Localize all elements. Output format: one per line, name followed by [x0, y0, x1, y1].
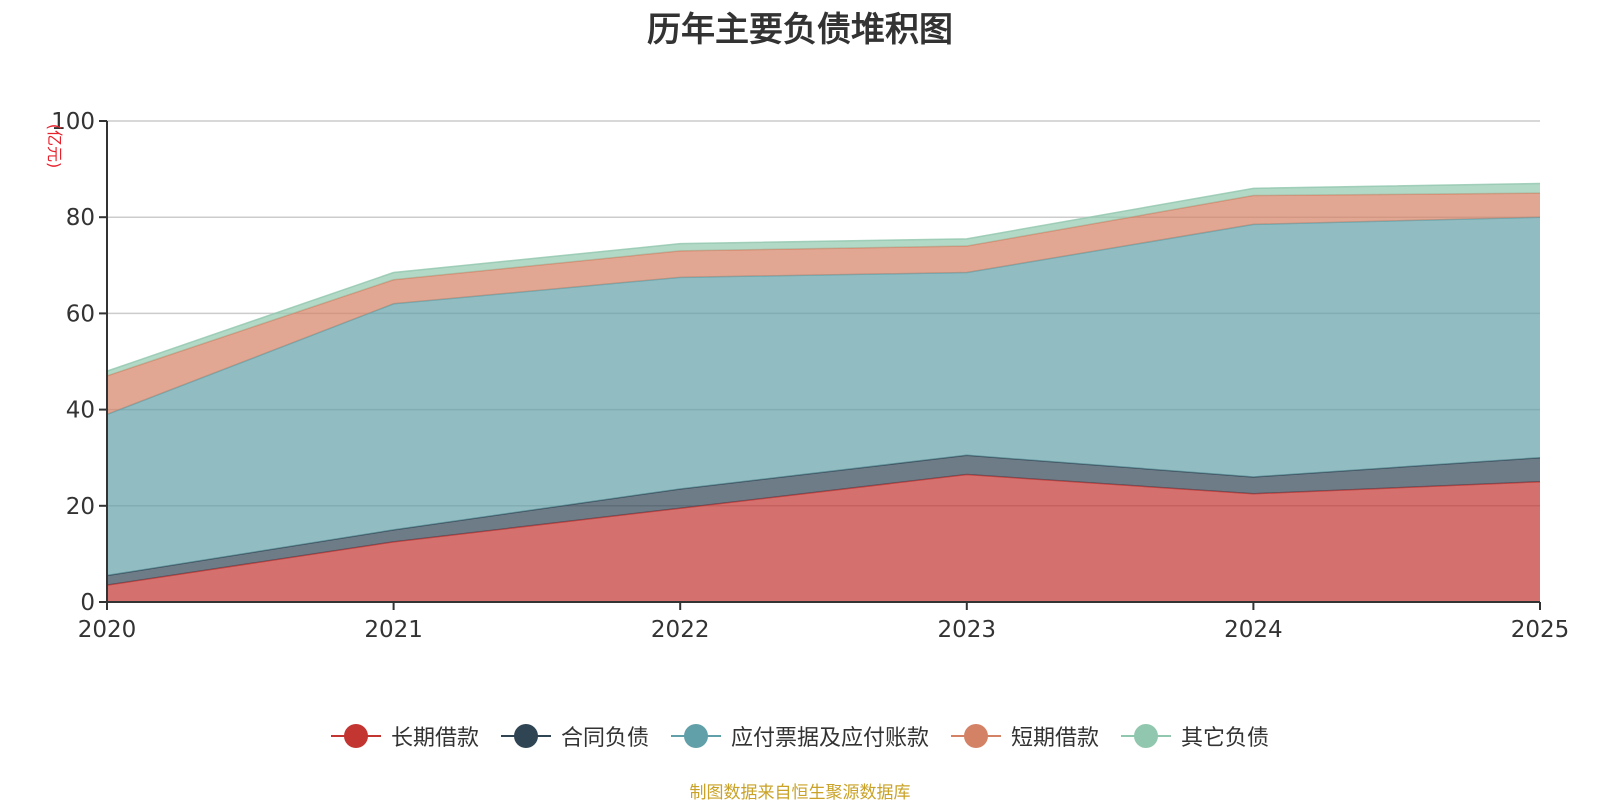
- area-series-3: [107, 193, 1540, 415]
- legend: 长期借款 合同负债 应付票据及应付账款 短期借款 其它负债: [0, 720, 1600, 752]
- legend-label: 其它负债: [1181, 726, 1270, 751]
- y-tick-label: 0: [80, 590, 95, 616]
- y-tick-label: 60: [66, 301, 95, 327]
- x-tick-label: 2021: [364, 617, 423, 643]
- y-tick-label: 100: [51, 109, 95, 135]
- chart-title: 历年主要负债堆积图: [647, 10, 953, 50]
- y-tick-label: 20: [66, 494, 95, 520]
- legend-label: 短期借款: [1011, 726, 1100, 751]
- x-tick-label: 2020: [78, 617, 137, 643]
- legend-marker-icon: [500, 724, 551, 748]
- y-tick-label: 80: [66, 205, 95, 231]
- y-tick-label: 40: [66, 398, 95, 424]
- area-series-4: [107, 183, 1540, 376]
- legend-marker-icon: [951, 724, 1001, 748]
- legend-marker-icon: [330, 724, 381, 748]
- x-tick-label: 2023: [938, 617, 997, 643]
- area-series-1: [107, 455, 1540, 586]
- series-line-4: [106, 182, 1541, 372]
- legend-item-short-term-loans[interactable]: 短期借款: [951, 720, 1099, 752]
- y-axis-label: (亿元): [45, 124, 64, 169]
- legend-label: 合同负债: [560, 726, 649, 751]
- source-note: 制图数据来自恒生聚源数据库: [689, 783, 911, 803]
- legend-item-contract-liabilities[interactable]: 合同负债: [500, 720, 649, 752]
- area-series-0: [107, 474, 1540, 602]
- area-series-2: [107, 217, 1540, 576]
- x-tick-label: 2024: [1224, 617, 1283, 643]
- x-tick-label: 2022: [651, 617, 710, 643]
- legend-marker-icon: [1121, 724, 1172, 748]
- legend-item-long-term-loans[interactable]: 长期借款: [330, 720, 479, 752]
- x-tick-label: 2025: [1511, 617, 1570, 643]
- legend-label: 应付票据及应付账款: [730, 726, 929, 751]
- legend-marker-icon: [670, 724, 721, 748]
- legend-label: 长期借款: [390, 726, 479, 751]
- legend-item-payables[interactable]: 应付票据及应付账款: [670, 720, 929, 752]
- legend-item-other-liabilities[interactable]: 其它负债: [1121, 720, 1269, 752]
